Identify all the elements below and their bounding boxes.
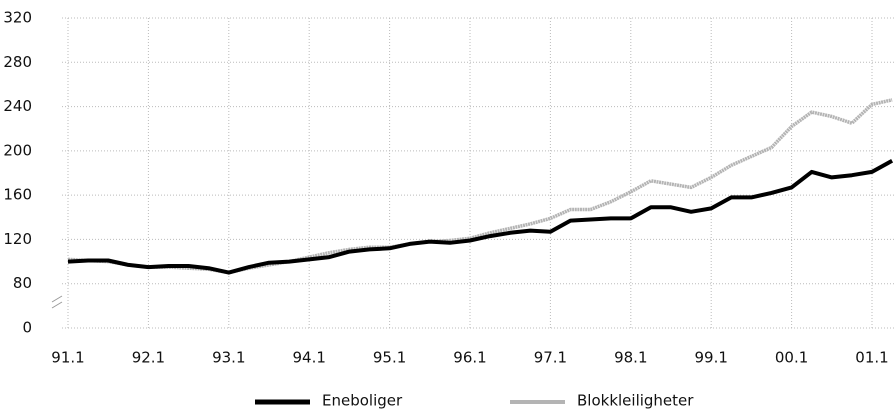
x-tick-label: 93.1 bbox=[212, 349, 245, 367]
line-series bbox=[67, 98, 893, 275]
x-tick-label: 91.1 bbox=[51, 349, 84, 367]
x-tick-label: 00.1 bbox=[775, 349, 808, 367]
x-tick-label: 96.1 bbox=[453, 349, 486, 367]
x-tick-label: 94.1 bbox=[292, 349, 325, 367]
x-tick-label: 01.1 bbox=[855, 349, 888, 367]
line-series bbox=[67, 159, 894, 275]
x-tick-label: 98.1 bbox=[614, 349, 647, 367]
y-tick-label: 160 bbox=[3, 186, 32, 204]
legend-label: Eneboliger bbox=[322, 392, 403, 410]
y-tick-label: 320 bbox=[3, 9, 32, 27]
y-tick-label: 240 bbox=[3, 97, 32, 115]
legend-label: Blokkleiligheter bbox=[577, 392, 694, 410]
y-tick-label: 80 bbox=[13, 274, 32, 292]
x-tick-label: 99.1 bbox=[694, 349, 727, 367]
y-tick-label: 280 bbox=[3, 53, 32, 71]
x-tick-label: 97.1 bbox=[534, 349, 567, 367]
y-tick-label: 0 bbox=[22, 319, 32, 337]
y-tick-label: 120 bbox=[3, 230, 32, 248]
y-tick-label: 200 bbox=[3, 141, 32, 159]
x-tick-label: 95.1 bbox=[373, 349, 406, 367]
axis-break bbox=[51, 295, 63, 309]
x-tick-label: 92.1 bbox=[132, 349, 165, 367]
